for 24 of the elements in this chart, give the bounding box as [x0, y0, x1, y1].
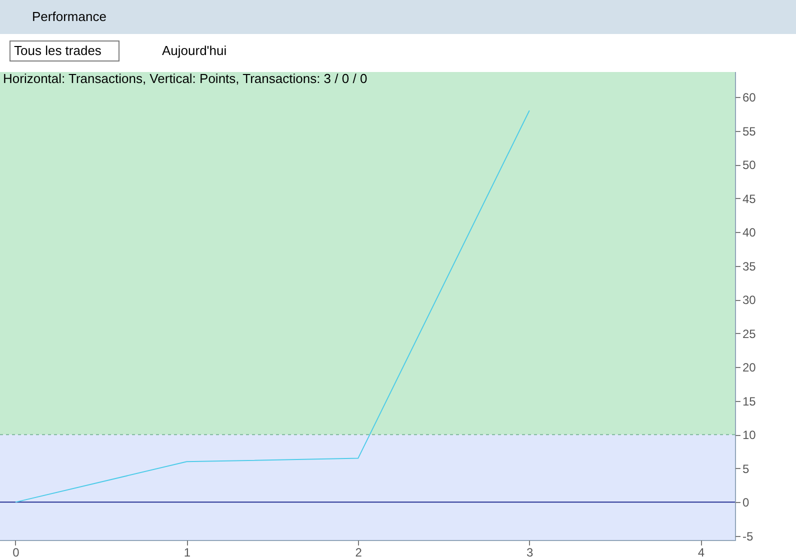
- y-tick-label: 25: [742, 326, 756, 341]
- y-tick-label: 55: [742, 124, 756, 138]
- y-tick-label: 0: [742, 496, 750, 510]
- x-tick-label: 3: [526, 546, 534, 558]
- y-tick-label: -5: [742, 529, 754, 544]
- y-tick-label: 20: [742, 360, 756, 375]
- y-tick-label: 40: [742, 226, 756, 240]
- y-tick-label: 15: [742, 394, 756, 408]
- y-tick-label: 35: [742, 259, 756, 274]
- text: Tous les trades: [14, 43, 102, 58]
- y-tick-label: 45: [742, 192, 756, 206]
- line-series: [14, 110, 530, 503]
- y-tick-label: 50: [742, 158, 756, 172]
- x-tick-label: 4: [698, 546, 705, 558]
- x-tick-label: 1: [184, 546, 191, 558]
- text: Aujourd'hui: [162, 43, 227, 58]
- y-tick-label: 10: [742, 428, 756, 442]
- y-tick-label: 30: [742, 293, 756, 308]
- text: Performance: [32, 9, 106, 24]
- chart-title: Horizontal: Transactions, Vertical: Points, Transactions: 3 / 0 / 0: [3, 71, 368, 86]
- x-tick-label: 0: [12, 546, 20, 558]
- y-tick-label: 5: [742, 462, 750, 476]
- x-tick-label: 2: [355, 546, 362, 558]
- y-tick-label: 60: [742, 90, 756, 104]
